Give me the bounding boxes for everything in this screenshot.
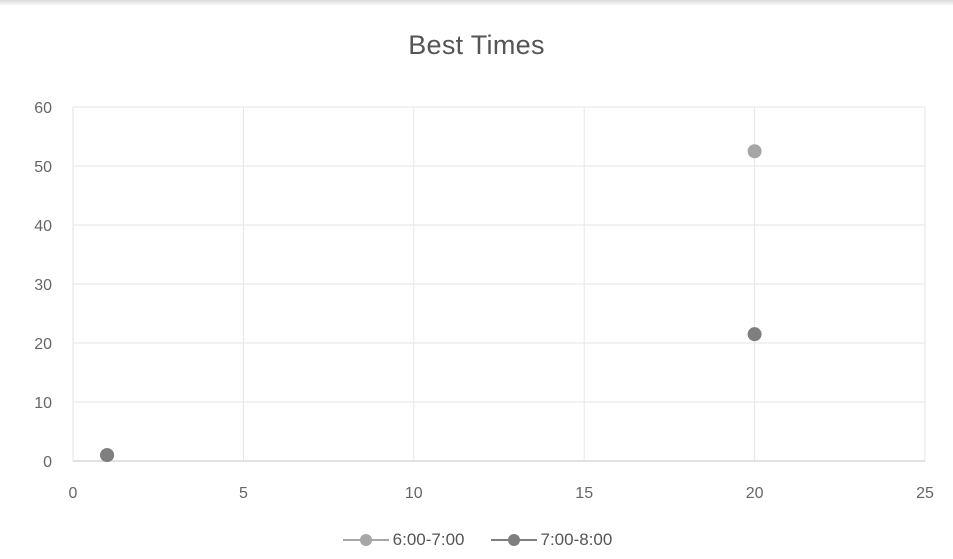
legend-label-series-1: 6:00-7:00 [392,530,465,549]
x-tick-label-0: 0 [69,485,78,502]
y-tick-label-30: 30 [34,277,52,294]
legend-marker-series-2 [489,532,539,548]
y-tick-label-10: 10 [34,395,52,412]
gridlines [73,106,926,461]
y-tick-label-20: 20 [34,336,52,353]
chart-title: Best Times [408,30,545,60]
y-tick-label-60: 60 [34,100,52,117]
y-tick-label-40: 40 [34,218,52,235]
x-tick-label-20: 20 [746,485,764,502]
axes [72,107,925,462]
legend-item-series-1: 6:00-7:00 [341,530,465,550]
tick-labels: 0 10 20 30 40 50 60 0 5 10 15 20 25 [34,100,934,502]
x-tick-label-5: 5 [239,485,248,502]
data-point-series-1-2 [747,144,762,159]
data-point-series-2-1 [100,448,115,463]
legend-marker-series-1 [341,532,391,548]
y-tick-label-0: 0 [43,454,52,471]
legend-item-series-2: 7:00-8:00 [489,530,613,550]
data-points [100,144,762,463]
x-tick-label-15: 15 [575,485,593,502]
data-point-series-2-2 [747,327,762,342]
x-tick-label-25: 25 [916,485,934,502]
y-tick-label-50: 50 [34,159,52,176]
legend-label-series-2: 7:00-8:00 [540,530,613,549]
plot-area: 0 10 20 30 40 50 60 0 5 10 15 20 25 [34,100,934,502]
legend: 6:00-7:00 7:00-8:00 [0,530,953,550]
x-tick-label-10: 10 [405,485,423,502]
